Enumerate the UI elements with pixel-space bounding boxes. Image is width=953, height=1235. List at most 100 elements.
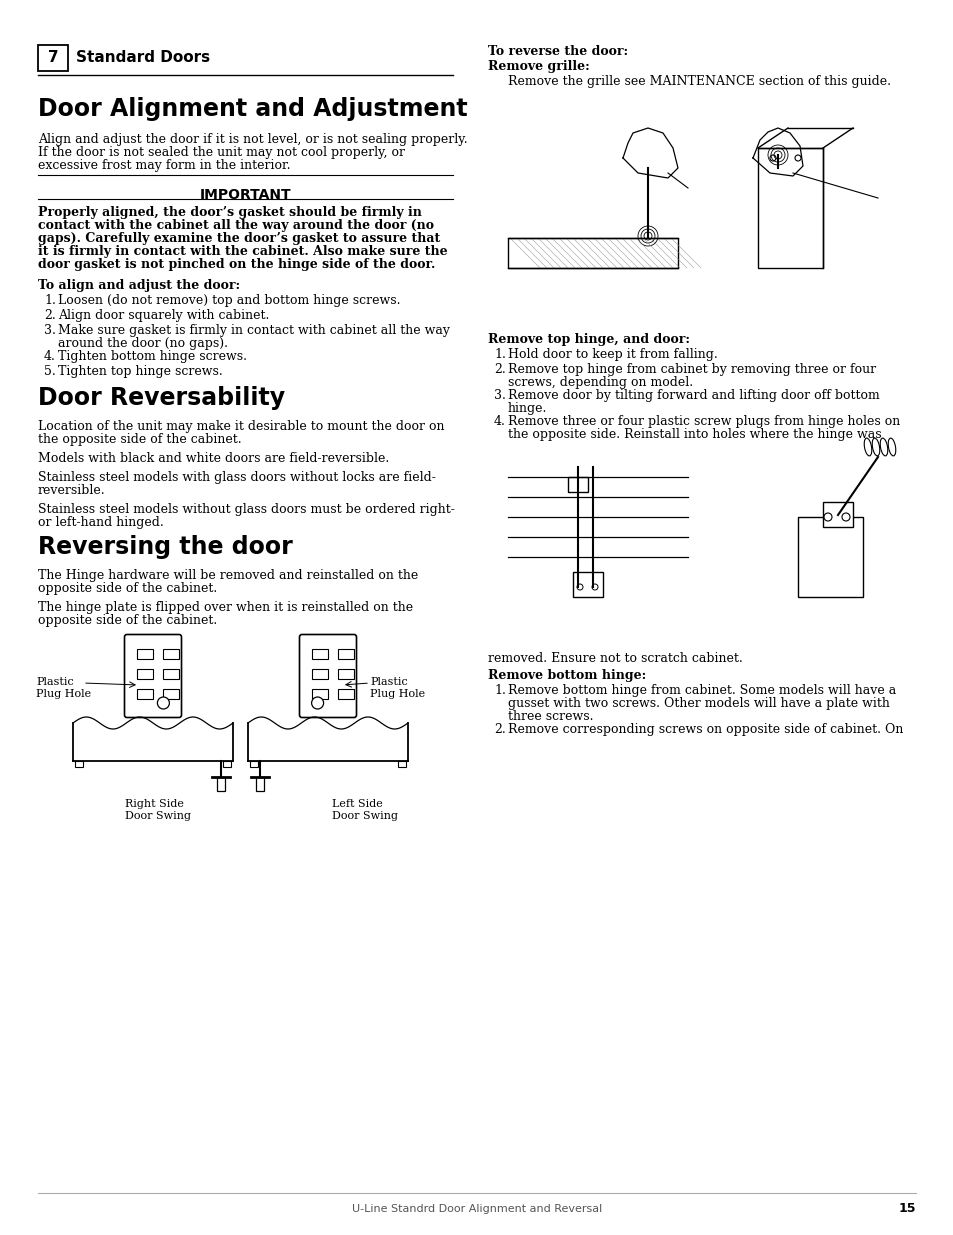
Text: To align and adjust the door:: To align and adjust the door:: [38, 279, 240, 291]
Text: Hold door to keep it from falling.: Hold door to keep it from falling.: [507, 348, 717, 361]
Bar: [223, 761, 231, 767]
Circle shape: [592, 584, 598, 590]
Bar: [255, 777, 264, 790]
Text: or left-hand hinged.: or left-hand hinged.: [38, 516, 164, 529]
Text: Tighten bottom hinge screws.: Tighten bottom hinge screws.: [58, 350, 247, 363]
Text: the opposite side of the cabinet.: the opposite side of the cabinet.: [38, 433, 241, 446]
Text: excessive frost may form in the interior.: excessive frost may form in the interior…: [38, 159, 291, 172]
Text: 1.: 1.: [44, 294, 56, 308]
Text: Remove three or four plastic screw plugs from hinge holes on: Remove three or four plastic screw plugs…: [507, 415, 900, 429]
Circle shape: [157, 697, 170, 709]
Bar: [75, 761, 83, 767]
Text: around the door (no gaps).: around the door (no gaps).: [58, 337, 228, 350]
Text: Standard Doors: Standard Doors: [76, 51, 210, 65]
Bar: [216, 777, 225, 790]
Text: door gasket is not pinched on the hinge side of the door.: door gasket is not pinched on the hinge …: [38, 258, 435, 270]
Bar: [163, 669, 179, 679]
Text: To reverse the door:: To reverse the door:: [488, 44, 627, 58]
Text: 2.: 2.: [494, 722, 505, 736]
Bar: [137, 650, 152, 659]
Text: reversible.: reversible.: [38, 484, 106, 496]
Text: Plastic: Plastic: [370, 677, 407, 687]
Text: hinge.: hinge.: [507, 403, 547, 415]
Text: U-Line Standrd Door Alignment and Reversal: U-Line Standrd Door Alignment and Revers…: [352, 1204, 601, 1214]
Text: Tighten top hinge screws.: Tighten top hinge screws.: [58, 366, 222, 378]
Text: Left Side: Left Side: [332, 799, 382, 809]
Bar: [507, 238, 678, 268]
Circle shape: [841, 513, 849, 521]
Text: 4.: 4.: [44, 350, 56, 363]
Text: The hinge plate is flipped over when it is reinstalled on the: The hinge plate is flipped over when it …: [38, 601, 413, 614]
Circle shape: [577, 584, 582, 590]
Text: three screws.: three screws.: [507, 710, 593, 722]
Text: Door Alignment and Adjustment: Door Alignment and Adjustment: [38, 98, 467, 121]
Text: opposite side of the cabinet.: opposite side of the cabinet.: [38, 614, 217, 627]
Bar: [337, 669, 354, 679]
Bar: [337, 689, 354, 699]
Text: If the door is not sealed the unit may not cool properly, or: If the door is not sealed the unit may n…: [38, 146, 405, 159]
Text: Remove top hinge from cabinet by removing three or four: Remove top hinge from cabinet by removin…: [507, 363, 875, 375]
Text: Reversing the door: Reversing the door: [38, 535, 293, 559]
Bar: [312, 669, 328, 679]
Circle shape: [312, 697, 323, 709]
Text: Plug Hole: Plug Hole: [36, 689, 91, 699]
Text: Right Side: Right Side: [125, 799, 184, 809]
Text: Door Reversability: Door Reversability: [38, 387, 285, 410]
Bar: [397, 761, 406, 767]
Text: Stainless steel models with glass doors without locks are field-: Stainless steel models with glass doors …: [38, 471, 436, 484]
Text: contact with the cabinet all the way around the door (no: contact with the cabinet all the way aro…: [38, 219, 434, 232]
Text: 3.: 3.: [494, 389, 505, 403]
Bar: [758, 148, 822, 268]
Text: Align and adjust the door if it is not level, or is not sealing properly.: Align and adjust the door if it is not l…: [38, 133, 467, 146]
Text: gaps). Carefully examine the door’s gasket to assure that: gaps). Carefully examine the door’s gask…: [38, 232, 439, 245]
Text: IMPORTANT: IMPORTANT: [199, 188, 291, 203]
Bar: [312, 650, 328, 659]
Circle shape: [769, 156, 775, 161]
Bar: [337, 650, 354, 659]
Text: 15: 15: [898, 1203, 915, 1215]
Text: it is firmly in contact with the cabinet. Also make sure the: it is firmly in contact with the cabinet…: [38, 245, 447, 258]
Text: Properly aligned, the door’s gasket should be firmly in: Properly aligned, the door’s gasket shou…: [38, 206, 421, 219]
Text: Remove the grille see MAINTENANCE section of this guide.: Remove the grille see MAINTENANCE sectio…: [507, 75, 890, 88]
Bar: [797, 517, 862, 597]
Text: Plastic: Plastic: [36, 677, 73, 687]
Text: Align door squarely with cabinet.: Align door squarely with cabinet.: [58, 309, 269, 322]
Bar: [250, 761, 257, 767]
Text: Plug Hole: Plug Hole: [370, 689, 425, 699]
Circle shape: [794, 156, 801, 161]
Text: 5.: 5.: [44, 366, 55, 378]
Text: gusset with two screws. Other models will have a plate with: gusset with two screws. Other models wil…: [507, 697, 889, 710]
FancyBboxPatch shape: [125, 635, 181, 718]
Text: 2.: 2.: [494, 363, 505, 375]
Text: 4.: 4.: [494, 415, 505, 429]
Text: Models with black and white doors are field-reversible.: Models with black and white doors are fi…: [38, 452, 389, 466]
Text: screws, depending on model.: screws, depending on model.: [507, 375, 693, 389]
Text: 7: 7: [48, 51, 58, 65]
Text: Door Swing: Door Swing: [332, 811, 397, 821]
Text: Make sure gasket is firmly in contact with cabinet all the way: Make sure gasket is firmly in contact wi…: [58, 324, 450, 337]
Text: Remove top hinge, and door:: Remove top hinge, and door:: [488, 333, 689, 346]
Bar: [573, 572, 602, 597]
Text: Remove bottom hinge:: Remove bottom hinge:: [488, 669, 645, 682]
Text: Door Swing: Door Swing: [125, 811, 191, 821]
FancyBboxPatch shape: [299, 635, 356, 718]
Text: Remove bottom hinge from cabinet. Some models will have a: Remove bottom hinge from cabinet. Some m…: [507, 684, 895, 697]
Bar: [163, 650, 179, 659]
Circle shape: [823, 513, 831, 521]
Bar: [38, 44, 68, 70]
Text: 3.: 3.: [44, 324, 56, 337]
Bar: [137, 689, 152, 699]
Bar: [822, 501, 852, 527]
Bar: [567, 477, 587, 492]
Text: Remove grille:: Remove grille:: [488, 61, 589, 73]
Text: Location of the unit may make it desirable to mount the door on: Location of the unit may make it desirab…: [38, 420, 444, 433]
Bar: [163, 689, 179, 699]
Text: Remove door by tilting forward and lifting door off bottom: Remove door by tilting forward and lifti…: [507, 389, 879, 403]
Text: 1.: 1.: [494, 348, 505, 361]
Bar: [137, 669, 152, 679]
Text: 1.: 1.: [494, 684, 505, 697]
Text: Stainless steel models without glass doors must be ordered right-: Stainless steel models without glass doo…: [38, 503, 455, 516]
Text: removed. Ensure not to scratch cabinet.: removed. Ensure not to scratch cabinet.: [488, 652, 742, 664]
Text: Remove corresponding screws on opposite side of cabinet. On: Remove corresponding screws on opposite …: [507, 722, 902, 736]
Text: the opposite side. Reinstall into holes where the hinge was: the opposite side. Reinstall into holes …: [507, 429, 881, 441]
